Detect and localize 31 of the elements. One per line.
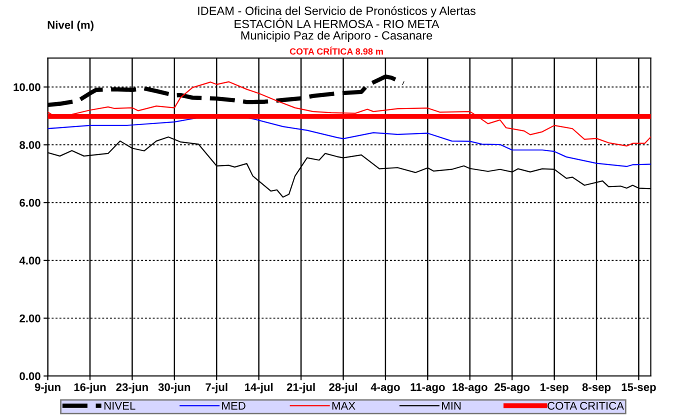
- x-tick-label: 9-jun: [34, 382, 60, 394]
- x-tick-label: 18-ago: [452, 383, 488, 394]
- legend-label: NIVEL: [104, 402, 136, 410]
- line-series: [48, 81, 651, 147]
- x-tick-label: 23-jun: [116, 382, 148, 394]
- x-tick-label: 11-ago: [410, 383, 445, 394]
- legend-label: COTA CRITICA: [548, 402, 624, 410]
- x-tick-label: 28-jul: [329, 382, 357, 394]
- x-tick-label: 16-jun: [74, 382, 106, 394]
- x-tick-label: 1-sep: [540, 383, 568, 394]
- y-tick-label: 2.00: [20, 314, 40, 322]
- y-tick-label: 4.00: [19, 256, 40, 265]
- chart-title: IDEAM - Oficina del Servicio de Pronósticos y Alertas: [198, 6, 476, 18]
- legend-label: MED: [222, 402, 246, 410]
- chart-subtitle: ESTACIÓN LA HERMOSA - RIO META Municipio Paz de Ariporo - Casanare: [234, 18, 440, 42]
- text: COTA CRÍTICA 8.98 m: [290, 46, 383, 55]
- x-tick-label: 4-ago: [370, 383, 400, 394]
- legend-label: MIN: [442, 402, 461, 410]
- x-tick-label: 7-jul: [206, 382, 228, 394]
- y-tick-label: 0.00: [20, 372, 40, 380]
- y-tick-label: 10.00: [14, 83, 40, 92]
- y-tick-label: 6.00: [20, 198, 40, 207]
- x-tick-label: 15-sep: [622, 383, 656, 394]
- x-tick-label: 25-ago: [494, 383, 530, 394]
- y-axis-title: Nivel (m): [48, 20, 94, 32]
- x-tick-label: 21-jul: [286, 382, 315, 394]
- y-tick-label: 8.00: [20, 141, 40, 149]
- x-tick-label: 8-sep: [582, 383, 611, 394]
- x-tick-label: 30-jun: [158, 382, 190, 394]
- x-tick-label: 14-jul: [245, 382, 273, 394]
- legend-label: MAX: [332, 402, 356, 410]
